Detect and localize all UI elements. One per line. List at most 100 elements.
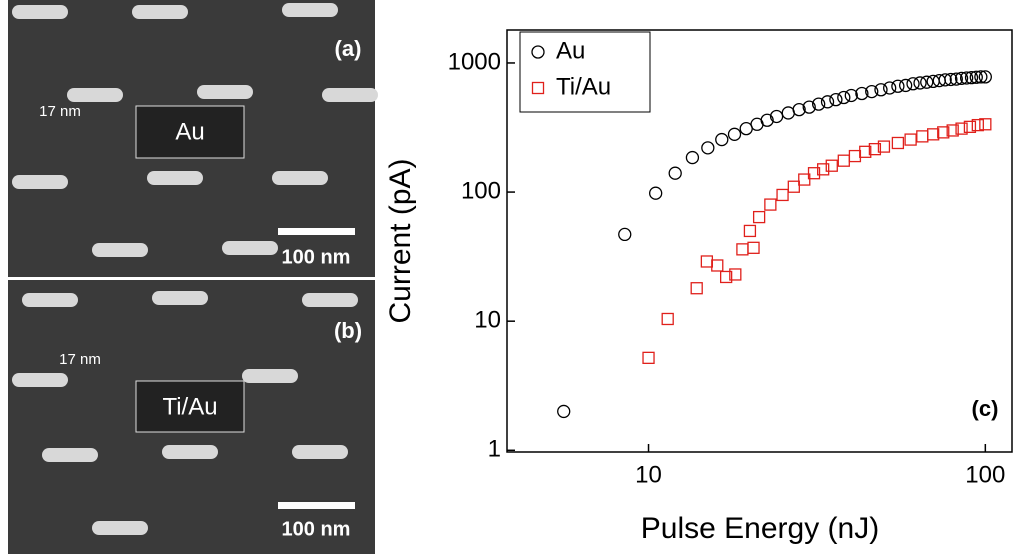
legend-label: Ti/Au xyxy=(556,73,611,100)
nanorod xyxy=(322,88,378,102)
marker xyxy=(557,404,571,419)
nanorod xyxy=(147,171,203,185)
nanorod xyxy=(222,241,278,255)
plot-frame xyxy=(506,29,1013,453)
marker xyxy=(711,259,724,272)
marker xyxy=(802,100,816,114)
material-box xyxy=(135,380,245,433)
marker xyxy=(891,136,905,150)
marker xyxy=(661,312,674,326)
marker xyxy=(817,163,830,176)
marker xyxy=(959,71,974,85)
marker xyxy=(736,243,749,256)
marker xyxy=(927,128,940,141)
nanorod xyxy=(282,3,338,17)
marker xyxy=(752,210,766,224)
marker xyxy=(868,142,882,156)
marker xyxy=(729,268,742,281)
marker xyxy=(964,70,979,85)
marker xyxy=(618,227,632,242)
x-tick-label: 10 xyxy=(635,461,662,488)
marker xyxy=(848,149,862,163)
material-label: Au xyxy=(175,118,204,145)
marker xyxy=(971,118,984,132)
nanorod xyxy=(292,445,348,459)
marker xyxy=(668,166,682,180)
marker xyxy=(954,71,969,85)
material-label: Ti/Au xyxy=(162,393,217,420)
marker xyxy=(938,73,952,87)
marker xyxy=(649,186,663,200)
marker xyxy=(937,126,950,139)
nanorod xyxy=(242,369,298,383)
marker xyxy=(963,120,977,133)
panel-label: (c) xyxy=(972,396,999,421)
scale-bar xyxy=(278,228,355,235)
marker xyxy=(855,86,869,101)
marker xyxy=(949,72,963,86)
nanorod xyxy=(302,293,358,307)
marker xyxy=(891,79,905,93)
nanorod xyxy=(92,521,148,535)
nanorod xyxy=(12,5,68,19)
marker xyxy=(859,145,872,158)
y-axis-label: Current (pA) xyxy=(384,158,417,323)
material-box xyxy=(135,105,245,159)
marker xyxy=(807,167,821,180)
legend-marker xyxy=(531,81,545,95)
marker xyxy=(825,159,838,172)
y-tick-label: 10 xyxy=(474,307,501,334)
marker xyxy=(877,140,891,153)
marker xyxy=(701,141,715,155)
marker xyxy=(787,180,800,193)
marker xyxy=(743,224,757,238)
panel-label: (a) xyxy=(335,36,362,61)
marker xyxy=(685,150,700,165)
marker xyxy=(820,95,835,109)
nanorod xyxy=(22,293,78,307)
marker xyxy=(642,351,655,364)
marker xyxy=(760,113,774,127)
nanorod xyxy=(67,88,123,102)
marker xyxy=(747,241,760,254)
marker xyxy=(829,92,843,107)
nanorod xyxy=(92,243,148,257)
marker xyxy=(955,122,968,135)
marker xyxy=(899,78,913,93)
marker xyxy=(700,255,714,268)
scale-bar-label: 100 nm xyxy=(282,246,351,268)
nanorod xyxy=(162,445,218,459)
marker xyxy=(978,70,992,84)
marker xyxy=(812,97,826,111)
marker xyxy=(715,132,729,147)
marker xyxy=(837,90,851,105)
legend-marker xyxy=(531,45,545,59)
nanorod xyxy=(12,373,68,387)
scale-bar xyxy=(278,502,355,509)
nanorod xyxy=(42,448,98,462)
nanorod xyxy=(197,85,253,99)
marker xyxy=(904,133,917,146)
y-tick-label: 100 xyxy=(461,177,501,204)
marker xyxy=(944,72,958,87)
marker xyxy=(883,81,897,95)
marker xyxy=(727,127,742,141)
marker xyxy=(906,77,920,91)
nanorod xyxy=(152,291,208,305)
marker xyxy=(798,173,811,186)
marker xyxy=(844,88,858,103)
marker xyxy=(776,188,789,202)
marker xyxy=(874,83,888,97)
marker xyxy=(974,70,988,84)
marker xyxy=(969,70,983,84)
marker xyxy=(946,124,959,137)
dimension-label: 17 nm xyxy=(59,351,101,368)
marker xyxy=(865,84,879,99)
nanorod xyxy=(12,175,68,189)
panel-label: (b) xyxy=(334,318,362,343)
legend-box xyxy=(519,31,651,113)
y-tick-label: 1 xyxy=(488,436,501,463)
marker xyxy=(916,130,929,143)
x-tick-label: 100 xyxy=(965,461,1005,488)
